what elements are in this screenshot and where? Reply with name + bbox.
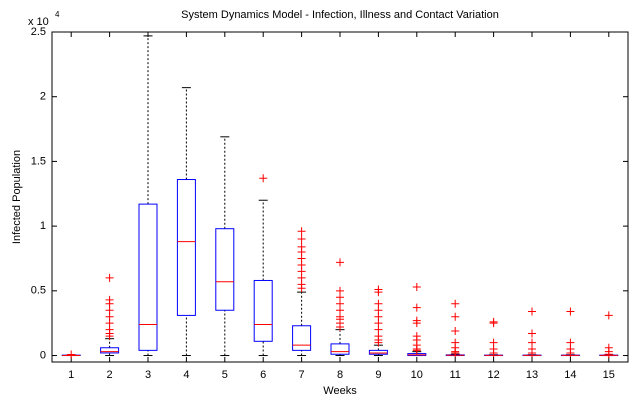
y-tick-label: 1 bbox=[40, 220, 46, 232]
outlier bbox=[451, 312, 460, 321]
outlier bbox=[451, 299, 460, 308]
box bbox=[215, 228, 235, 311]
box bbox=[330, 343, 350, 355]
box bbox=[176, 179, 196, 316]
x-tick-label: 4 bbox=[183, 369, 189, 381]
box bbox=[292, 325, 312, 351]
outlier bbox=[412, 282, 421, 291]
x-tick-label: 3 bbox=[145, 369, 151, 381]
x-tick-label: 2 bbox=[107, 369, 113, 381]
y-tick-label: 1.5 bbox=[31, 155, 46, 167]
outlier bbox=[528, 329, 536, 338]
box bbox=[253, 279, 273, 342]
axis-multiplier: x 10 bbox=[28, 16, 49, 28]
outlier bbox=[105, 273, 114, 282]
outlier bbox=[297, 235, 306, 244]
chart-title: System Dynamics Model - Infection, Illne… bbox=[181, 9, 499, 21]
outlier bbox=[412, 346, 421, 355]
outlier bbox=[374, 288, 383, 297]
outlier bbox=[67, 350, 76, 359]
y-tick-label: 2.5 bbox=[31, 26, 46, 38]
outlier bbox=[297, 284, 306, 293]
x-axis-label: Weeks bbox=[323, 385, 357, 397]
outlier bbox=[604, 311, 613, 320]
axis-multiplier-exponent: 4 bbox=[55, 10, 60, 19]
outlier bbox=[566, 307, 575, 316]
outlier bbox=[489, 319, 498, 328]
outlier bbox=[528, 348, 536, 357]
x-tick-label: 5 bbox=[222, 369, 228, 381]
outlier bbox=[259, 174, 268, 183]
outlier bbox=[566, 348, 575, 357]
box bbox=[138, 203, 158, 351]
x-tick-label: 10 bbox=[411, 369, 423, 381]
x-tick-label: 1 bbox=[68, 369, 74, 381]
box bbox=[368, 349, 388, 355]
outlier bbox=[528, 307, 536, 316]
y-tick-label: 2 bbox=[40, 91, 46, 103]
x-tick-label: 7 bbox=[299, 369, 305, 381]
outlier bbox=[297, 227, 306, 236]
box bbox=[100, 347, 120, 354]
x-tick-label: 8 bbox=[337, 369, 343, 381]
x-tick-label: 14 bbox=[564, 369, 576, 381]
outlier bbox=[451, 326, 460, 335]
x-tick-label: 13 bbox=[526, 369, 538, 381]
y-tick-label: 0.5 bbox=[31, 285, 46, 297]
outlier bbox=[604, 350, 613, 359]
outlier bbox=[489, 348, 498, 357]
outlier bbox=[336, 258, 344, 267]
y-tick-label: 0 bbox=[40, 349, 46, 361]
x-tick-label: 12 bbox=[487, 369, 499, 381]
x-tick-label: 6 bbox=[260, 369, 266, 381]
outlier bbox=[105, 332, 114, 341]
outlier bbox=[336, 323, 344, 332]
outlier bbox=[412, 319, 421, 328]
outlier bbox=[451, 348, 460, 357]
y-axis-label: Infected Population bbox=[11, 150, 23, 244]
outlier bbox=[374, 338, 383, 347]
x-tick-label: 15 bbox=[603, 369, 615, 381]
x-tick-label: 9 bbox=[375, 369, 381, 381]
x-tick-label: 11 bbox=[449, 369, 460, 381]
outlier bbox=[412, 303, 421, 312]
